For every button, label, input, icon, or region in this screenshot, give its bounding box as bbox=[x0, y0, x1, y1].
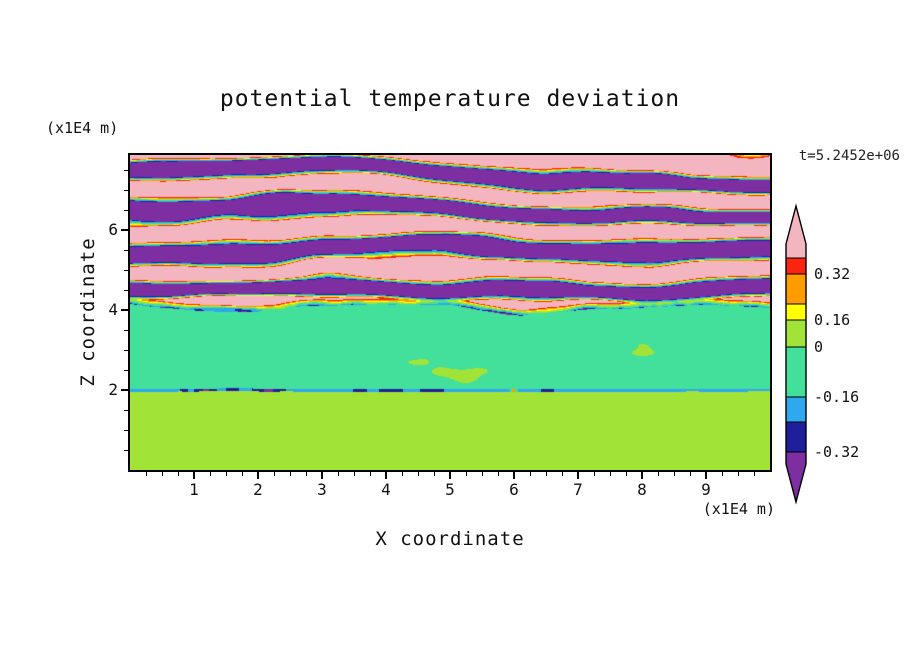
contour-field-canvas bbox=[130, 155, 770, 470]
x-minor-tick bbox=[241, 472, 243, 476]
x-minor-tick bbox=[337, 472, 339, 476]
z-major-tick bbox=[121, 389, 128, 391]
x-axis-title: X coordinate bbox=[375, 528, 525, 550]
colorbar-segment-yellow bbox=[786, 304, 806, 320]
x-tick-label: 3 bbox=[317, 480, 327, 499]
x-major-tick bbox=[257, 472, 259, 479]
x-minor-tick bbox=[273, 472, 275, 476]
x-minor-tick bbox=[625, 472, 627, 476]
x-major-tick bbox=[193, 472, 195, 479]
x-major-tick bbox=[641, 472, 643, 479]
x-tick-label: 5 bbox=[445, 480, 455, 499]
z-minor-tick bbox=[124, 329, 128, 331]
x-tick-label: 1 bbox=[189, 480, 199, 499]
z-minor-tick bbox=[124, 429, 128, 431]
colorbar-tick-label: -0.32 bbox=[814, 443, 860, 461]
x-major-tick bbox=[449, 472, 451, 479]
x-axis-unit-label: (x1E4 m) bbox=[702, 500, 775, 518]
z-tick-label: 6 bbox=[108, 220, 118, 239]
colorbar-outline bbox=[785, 203, 807, 505]
x-minor-tick bbox=[369, 472, 371, 476]
x-tick-label: 6 bbox=[509, 480, 519, 499]
x-minor-tick bbox=[529, 472, 531, 476]
x-minor-tick bbox=[657, 472, 659, 476]
x-minor-tick bbox=[305, 472, 307, 476]
x-minor-tick bbox=[353, 472, 355, 476]
x-minor-tick bbox=[545, 472, 547, 476]
z-minor-tick bbox=[124, 169, 128, 171]
x-minor-tick bbox=[465, 472, 467, 476]
x-minor-tick bbox=[401, 472, 403, 476]
colorbar-tick-label: -0.16 bbox=[814, 388, 860, 406]
x-minor-tick bbox=[209, 472, 211, 476]
x-minor-tick bbox=[417, 472, 419, 476]
colorbar-segment-pink bbox=[786, 206, 806, 258]
x-minor-tick bbox=[497, 472, 499, 476]
z-minor-tick bbox=[124, 349, 128, 351]
x-minor-tick bbox=[161, 472, 163, 476]
x-minor-tick bbox=[737, 472, 739, 476]
colorbar-segment-cyan-blue bbox=[786, 397, 806, 422]
z-tick-label: 4 bbox=[108, 300, 118, 319]
x-major-tick bbox=[513, 472, 515, 479]
z-minor-tick bbox=[124, 269, 128, 271]
colorbar-tick-label: 0.32 bbox=[814, 265, 851, 283]
colorbar-segment-red bbox=[786, 258, 806, 274]
x-tick-label: 8 bbox=[637, 480, 647, 499]
x-minor-tick bbox=[753, 472, 755, 476]
x-minor-tick bbox=[145, 472, 147, 476]
x-tick-label: 4 bbox=[381, 480, 391, 499]
x-tick-label: 7 bbox=[573, 480, 583, 499]
x-tick-label: 9 bbox=[701, 480, 711, 499]
z-minor-tick bbox=[124, 209, 128, 211]
colorbar-graphic bbox=[785, 203, 807, 505]
x-tick-label: 2 bbox=[253, 480, 263, 499]
x-major-tick bbox=[705, 472, 707, 479]
z-minor-tick bbox=[124, 449, 128, 451]
x-minor-tick bbox=[593, 472, 595, 476]
colorbar-tick-label: 0 bbox=[814, 338, 824, 356]
colorbar-tick-label: 0.16 bbox=[814, 311, 851, 329]
z-major-tick bbox=[121, 309, 128, 311]
colorbar-segment-purple bbox=[786, 452, 806, 502]
z-minor-tick bbox=[124, 189, 128, 191]
chart-title: potential temperature deviation bbox=[219, 86, 681, 112]
z-minor-tick bbox=[124, 249, 128, 251]
time-annotation: t=5.2452e+06 bbox=[798, 148, 900, 164]
x-major-tick bbox=[321, 472, 323, 479]
colorbar-segment-spring-green bbox=[786, 347, 806, 397]
z-minor-tick bbox=[124, 409, 128, 411]
x-minor-tick bbox=[721, 472, 723, 476]
x-major-tick bbox=[577, 472, 579, 479]
x-major-tick bbox=[385, 472, 387, 479]
z-axis-unit-label: (x1E4 m) bbox=[46, 119, 119, 137]
colorbar-segment-dark-blue bbox=[786, 422, 806, 452]
x-minor-tick bbox=[177, 472, 179, 476]
z-major-tick bbox=[121, 229, 128, 231]
x-minor-tick bbox=[673, 472, 675, 476]
x-minor-tick bbox=[481, 472, 483, 476]
x-minor-tick bbox=[289, 472, 291, 476]
colorbar-segment-orange bbox=[786, 274, 806, 304]
z-axis-title: Z coordinate bbox=[77, 237, 99, 387]
x-minor-tick bbox=[433, 472, 435, 476]
z-minor-tick bbox=[124, 369, 128, 371]
x-minor-tick bbox=[609, 472, 611, 476]
z-minor-tick bbox=[124, 289, 128, 291]
colorbar-segment-yellow-green bbox=[786, 320, 806, 347]
z-tick-label: 2 bbox=[108, 380, 118, 399]
x-minor-tick bbox=[225, 472, 227, 476]
x-minor-tick bbox=[689, 472, 691, 476]
x-minor-tick bbox=[561, 472, 563, 476]
